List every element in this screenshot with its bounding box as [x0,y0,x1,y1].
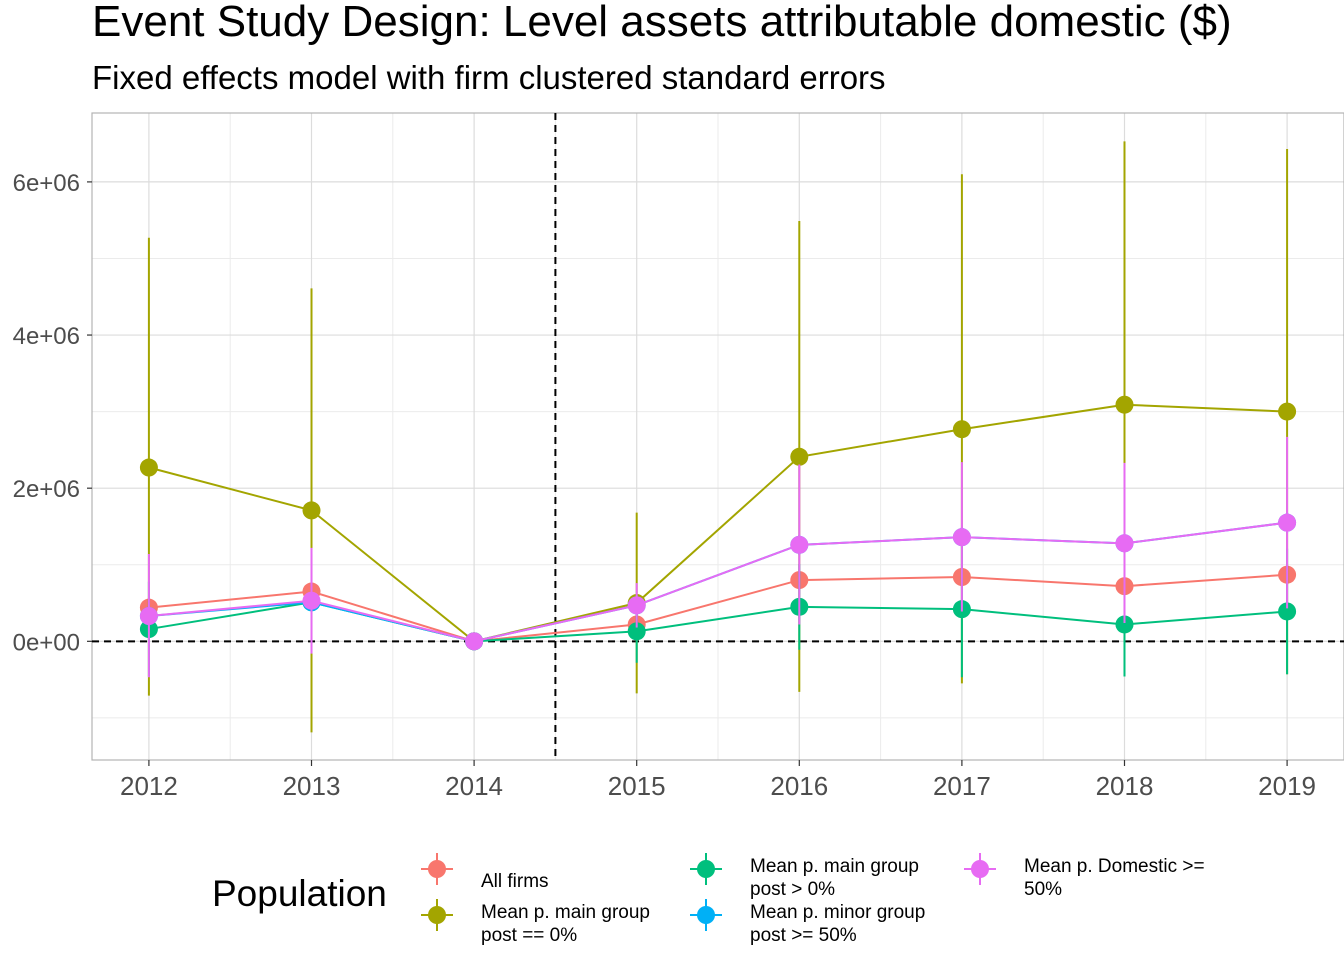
series-line [148,403,1288,643]
y-tick-label: 0e+00 [13,629,80,656]
grid [91,112,1344,761]
data-point [1278,513,1297,532]
series-4 [139,436,1297,678]
legend-label: Mean p. minor group [750,902,925,923]
data-point [302,501,321,520]
y-tick-label: 2e+06 [13,476,80,503]
data-point [952,528,971,547]
data-point [139,458,158,477]
data-point [1115,534,1134,553]
legend-item-4: Mean p. Domestic >=50% [964,853,1205,900]
legend-key-point [428,906,446,924]
data-point [139,607,158,626]
x-tick-label: 2017 [933,771,991,801]
x-tick-label: 2016 [770,771,828,801]
legend-label: All firms [481,871,549,892]
reference-lines [92,113,1344,760]
axes: 0e+00 2e+06 4e+06 6e+06 2012 2013 2014 2015 2016… [13,170,1316,801]
x-tick-label: 2018 [1096,771,1154,801]
data-point [627,596,646,615]
data-point [790,447,809,466]
legend-key-point [697,860,715,878]
legend-label: post > 0% [750,879,835,900]
legend-label: 50% [1024,879,1062,900]
legend-key-point [971,860,989,878]
y-tick-label: 6e+06 [13,170,80,197]
legend-label: post >= 50% [750,925,857,946]
series-line [148,573,1288,643]
series-layer [139,141,1297,733]
legend-label: Mean p. main group [481,902,650,923]
legend-key-point [428,860,446,878]
data-point [1115,395,1134,414]
data-point [627,622,646,641]
legend-item-0: All firms [421,853,549,892]
data-point [302,591,321,610]
legend-label: Mean p. Domestic >= [1024,856,1205,877]
x-tick-label: 2012 [120,771,178,801]
legend-title: Population [212,873,387,914]
chart-title: Event Study Design: Level assets attribu… [92,0,1232,46]
data-point [790,535,809,554]
x-tick-label: 2015 [608,771,666,801]
x-tick-label: 2014 [445,771,503,801]
legend-key-point [697,906,715,924]
y-tick-label: 4e+06 [13,323,80,350]
x-tick-label: 2019 [1258,771,1316,801]
legend-label: post == 0% [481,925,577,946]
panel-border [91,112,1344,761]
series-line [148,521,1288,643]
chart-subtitle: Fixed effects model with firm clustered … [92,59,886,96]
data-point [1278,402,1297,421]
legend-label: Mean p. main group [750,856,919,877]
data-point [1115,615,1134,634]
data-point [952,420,971,439]
x-tick-label: 2013 [283,771,341,801]
data-point [1278,602,1297,621]
data-point [465,632,484,651]
